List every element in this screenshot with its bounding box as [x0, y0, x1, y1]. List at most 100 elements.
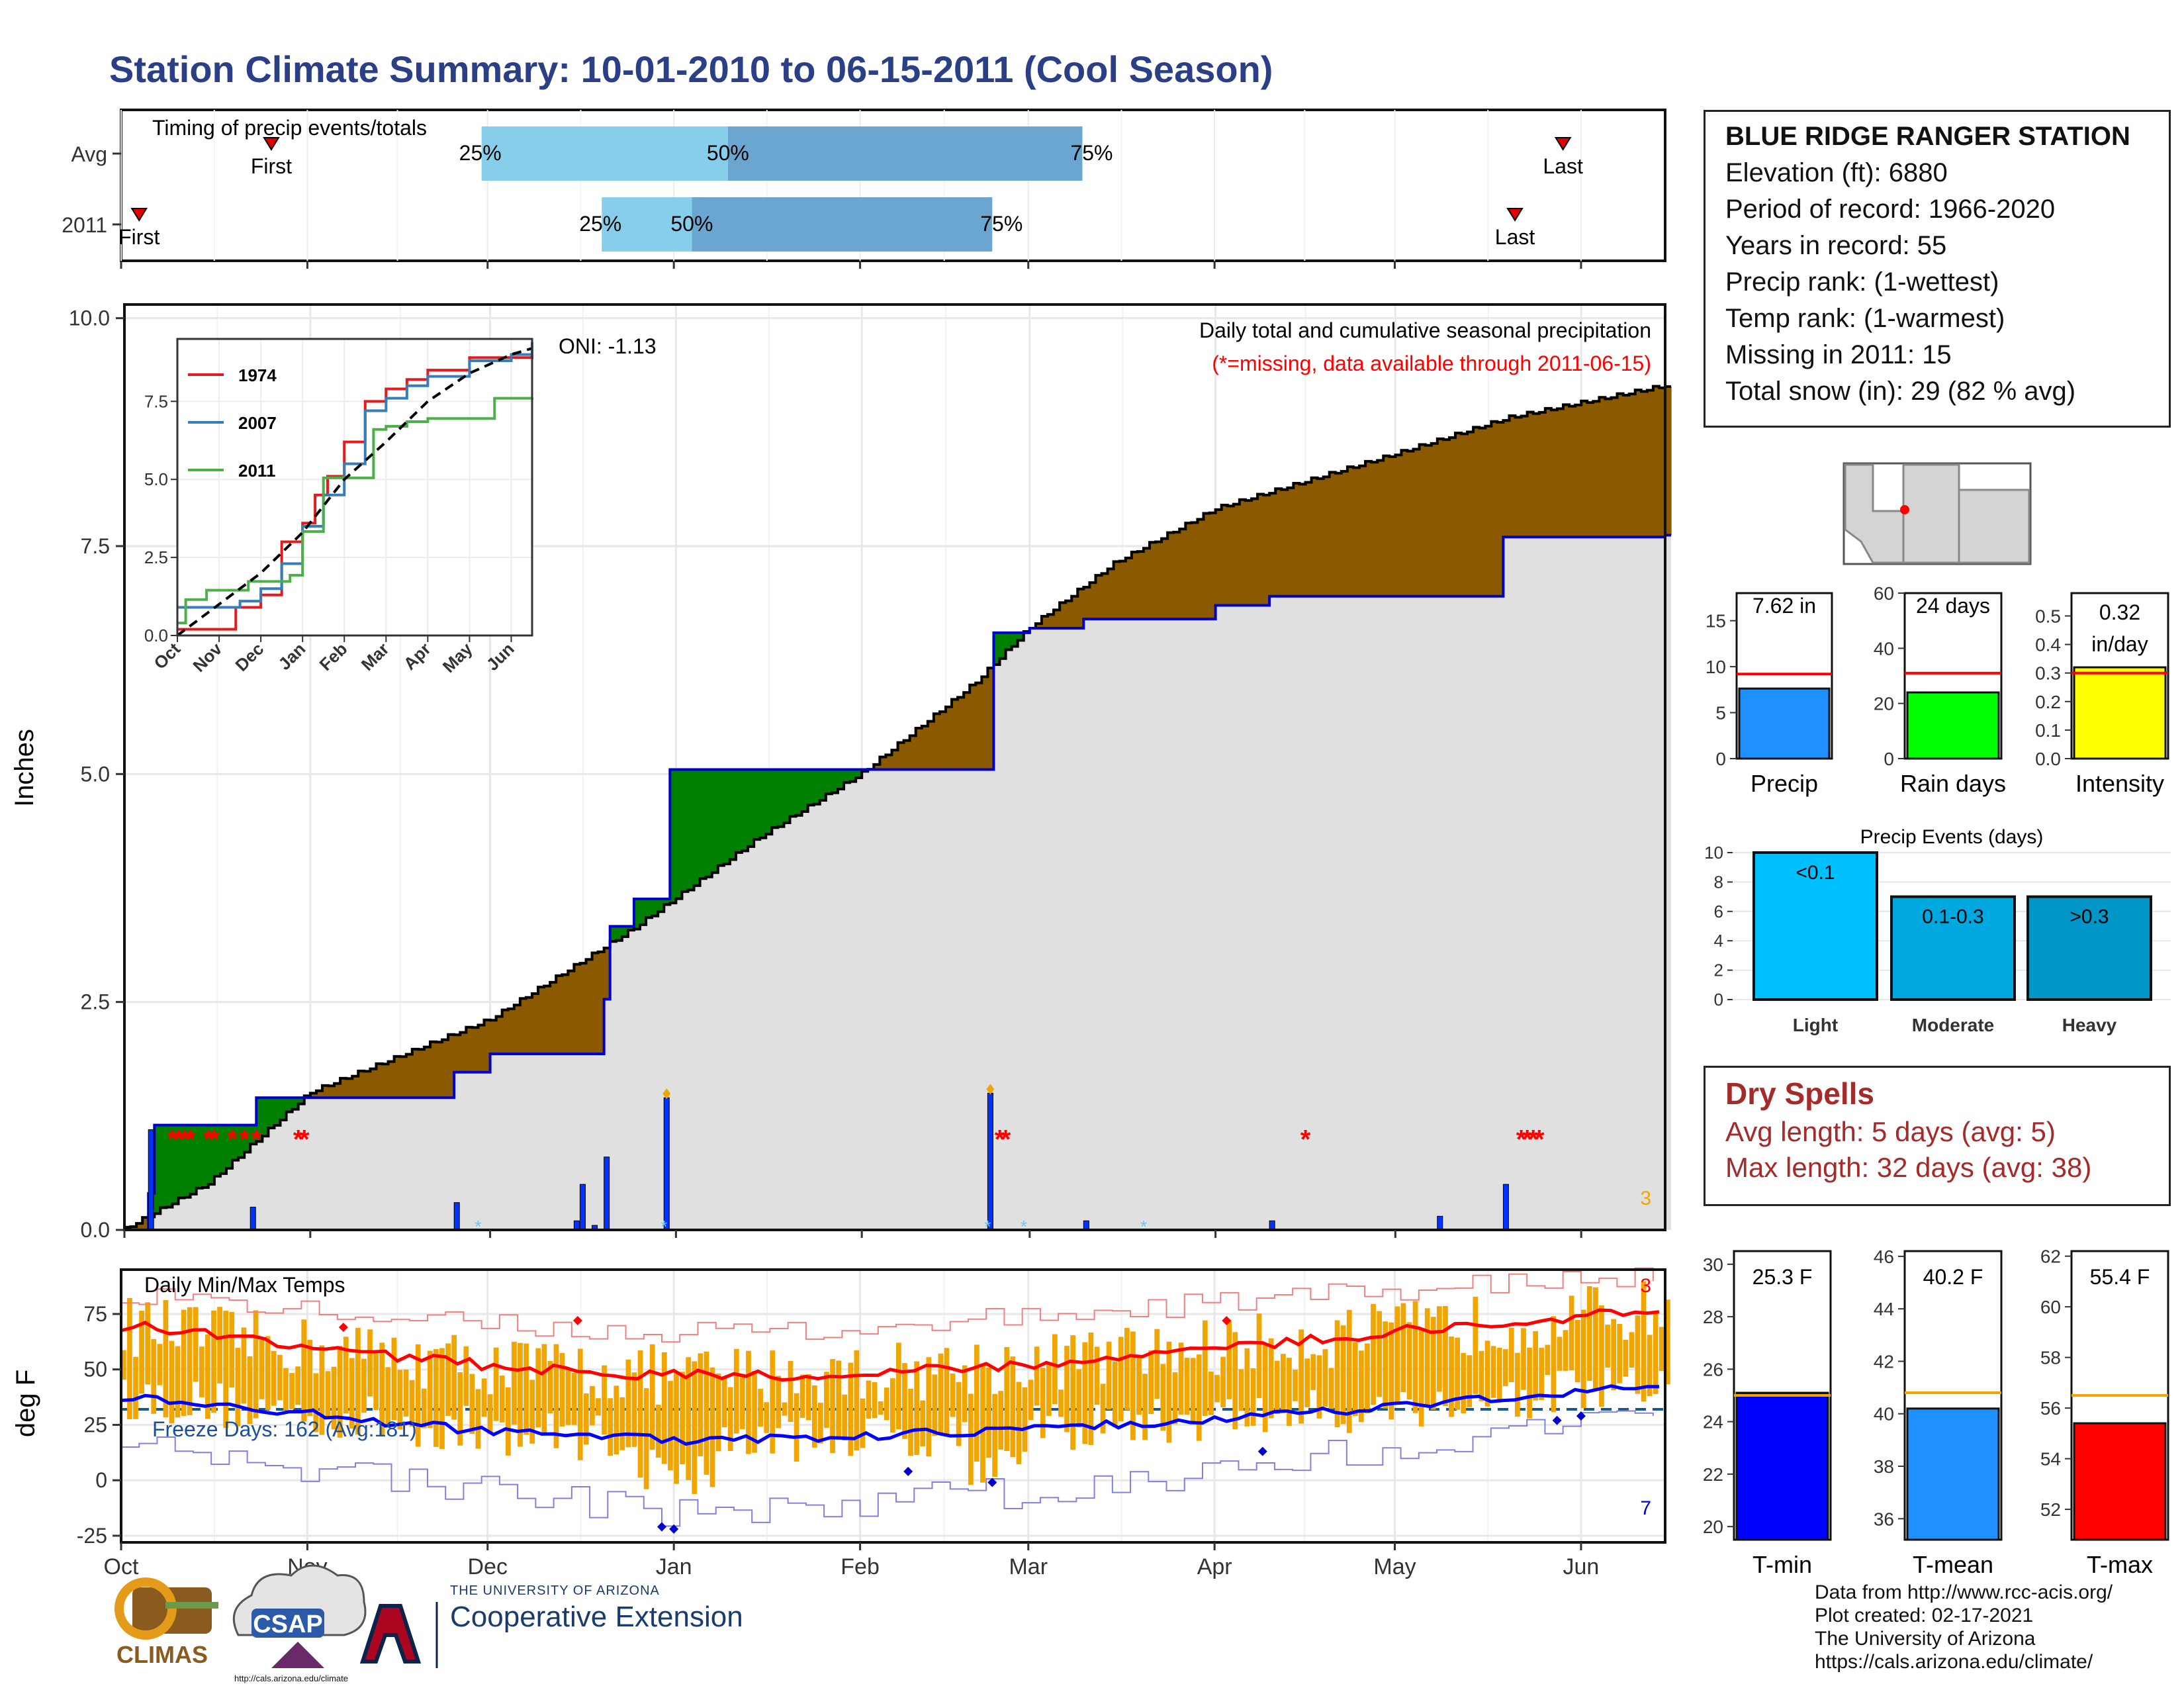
temp-stat-bars: 20 22 24 26 28 30 25.3 F T-min 36 38 40 42 44 46 40.2 … [1703, 1246, 2169, 1578]
missing-data-marker: * [239, 1125, 250, 1154]
daily-temp-bar [1424, 1308, 1430, 1407]
timing-first-marker [263, 137, 280, 151]
surplus-band [160, 1125, 167, 1208]
surplus-band [705, 769, 713, 877]
daily-temp-bar [145, 1302, 151, 1385]
daily-temp-bar [805, 1374, 811, 1421]
inset-legend-label: 2007 [238, 413, 277, 433]
deficit-band [496, 1016, 503, 1055]
deficit-band [897, 742, 905, 770]
precip-missing-markers: **** ** * * * ** ** * **** [167, 1125, 1545, 1154]
surplus-band [652, 899, 659, 916]
temp-stat-y-tick-label: 52 [2040, 1499, 2061, 1520]
daily-temp-bar [986, 1367, 991, 1458]
deficit-band [484, 1019, 491, 1072]
daily-temp-bar [1226, 1320, 1232, 1399]
daily-temp-bar [1641, 1281, 1647, 1402]
daily-temp-bar [535, 1348, 541, 1428]
deficit-band [1545, 408, 1552, 538]
missing-data-marker: * [995, 1125, 1005, 1154]
deficit-band [1209, 512, 1216, 620]
events-bar [2026, 895, 2152, 1001]
surplus-band [694, 769, 701, 886]
deficit-band [1041, 616, 1048, 628]
surplus-band [154, 1125, 161, 1214]
inset-y-tick-label: 5.0 [144, 469, 168, 489]
daily-temp-bar [662, 1352, 667, 1464]
station-missing: Missing in 2011: 15 [1725, 340, 1952, 369]
daily-temp-bar [680, 1372, 685, 1465]
daily-temp-bar [1383, 1321, 1388, 1409]
daily-temp-bar [505, 1387, 511, 1456]
deficit-band [1455, 433, 1462, 596]
daily-temp-bar [1653, 1313, 1659, 1394]
deficit-band [1149, 542, 1156, 620]
deficit-band [1653, 386, 1660, 538]
daily-temp-bar [1028, 1380, 1034, 1421]
snow-marker: * [1140, 1217, 1147, 1237]
daily-temp-bar [872, 1382, 878, 1419]
dry-spells-max: Max length: 32 days (avg: 38) [1725, 1152, 2092, 1183]
deficit-band [370, 1068, 377, 1098]
surplus-band [844, 769, 850, 783]
deficit-band [1305, 482, 1312, 596]
stat-y-tick-label: 40 [1874, 638, 1894, 659]
deficit-band [1359, 465, 1366, 596]
daily-temp-bar [631, 1372, 637, 1447]
deficit-band [1365, 461, 1372, 596]
deficit-band [1557, 408, 1564, 538]
daily-temp-bar [1238, 1369, 1244, 1411]
daily-temp-bar [1112, 1361, 1118, 1428]
timing-label-50: 50% [707, 141, 749, 165]
stat-y-tick-label: 20 [1874, 694, 1894, 714]
daily-temp-bar [715, 1373, 721, 1452]
surplus-band [676, 769, 683, 899]
surplus-band [1017, 632, 1024, 641]
deficit-band [1635, 390, 1642, 538]
record-low-marker [657, 1522, 667, 1532]
daily-temp-bar [1443, 1305, 1448, 1407]
deficit-band [1503, 420, 1510, 538]
temp-stat-y-tick-label: 60 [2040, 1297, 2061, 1317]
deficit-band [1107, 569, 1115, 620]
avg-tmax-line [120, 1308, 1660, 1382]
deficit-band [945, 706, 952, 770]
daily-temp-bar [1352, 1342, 1358, 1417]
deficit-band [1191, 522, 1199, 620]
daily-temp-bar [974, 1344, 979, 1462]
temp-x-tick-label: Apr [1197, 1554, 1232, 1579]
deficit-band [1077, 588, 1084, 628]
daily-temp-bar [313, 1373, 319, 1432]
daily-precip-bar [579, 1184, 586, 1231]
deficit-band [525, 997, 533, 1055]
daily-temp-bar [968, 1393, 974, 1485]
deficit-band [1269, 493, 1276, 596]
deficit-band [1641, 391, 1648, 538]
temp-stat-y-tick-label: 46 [1874, 1246, 1894, 1267]
temp-stat-y-tick-label: 26 [1703, 1359, 1723, 1380]
surplus-band [226, 1125, 233, 1168]
snow-marker: * [984, 1217, 991, 1237]
surplus-band [202, 1125, 209, 1188]
temp-count-top: 3 [1640, 1275, 1651, 1297]
stat-value-label: 7.62 in [1752, 594, 1816, 618]
precip-chart-subtitle: (*=missing, data available through 2011-… [1212, 352, 1651, 375]
oni-label: ONI: -1.13 [559, 334, 657, 358]
deficit-band [1473, 427, 1480, 596]
surplus-band [633, 899, 641, 929]
deficit-band [1203, 513, 1210, 620]
surplus-band [232, 1125, 239, 1160]
daily-temp-bar [1605, 1325, 1610, 1368]
timing-first-label: First [118, 225, 159, 249]
temp-stat-y-tick-label: 38 [1874, 1456, 1894, 1477]
surplus-band [196, 1125, 203, 1188]
daily-temp-bar [908, 1388, 913, 1456]
inset-legend-label: 1974 [238, 365, 277, 385]
deficit-band [1389, 457, 1396, 596]
deficit-band [987, 668, 995, 770]
daily-temp-bar [698, 1353, 704, 1456]
surplus-band [807, 769, 815, 806]
freeze-days-label: Freeze Days: 162 (Avg:181) [152, 1417, 417, 1441]
events-value-label: >0.3 [2070, 906, 2109, 928]
temp-x-tick-label: Jun [1563, 1554, 1599, 1579]
